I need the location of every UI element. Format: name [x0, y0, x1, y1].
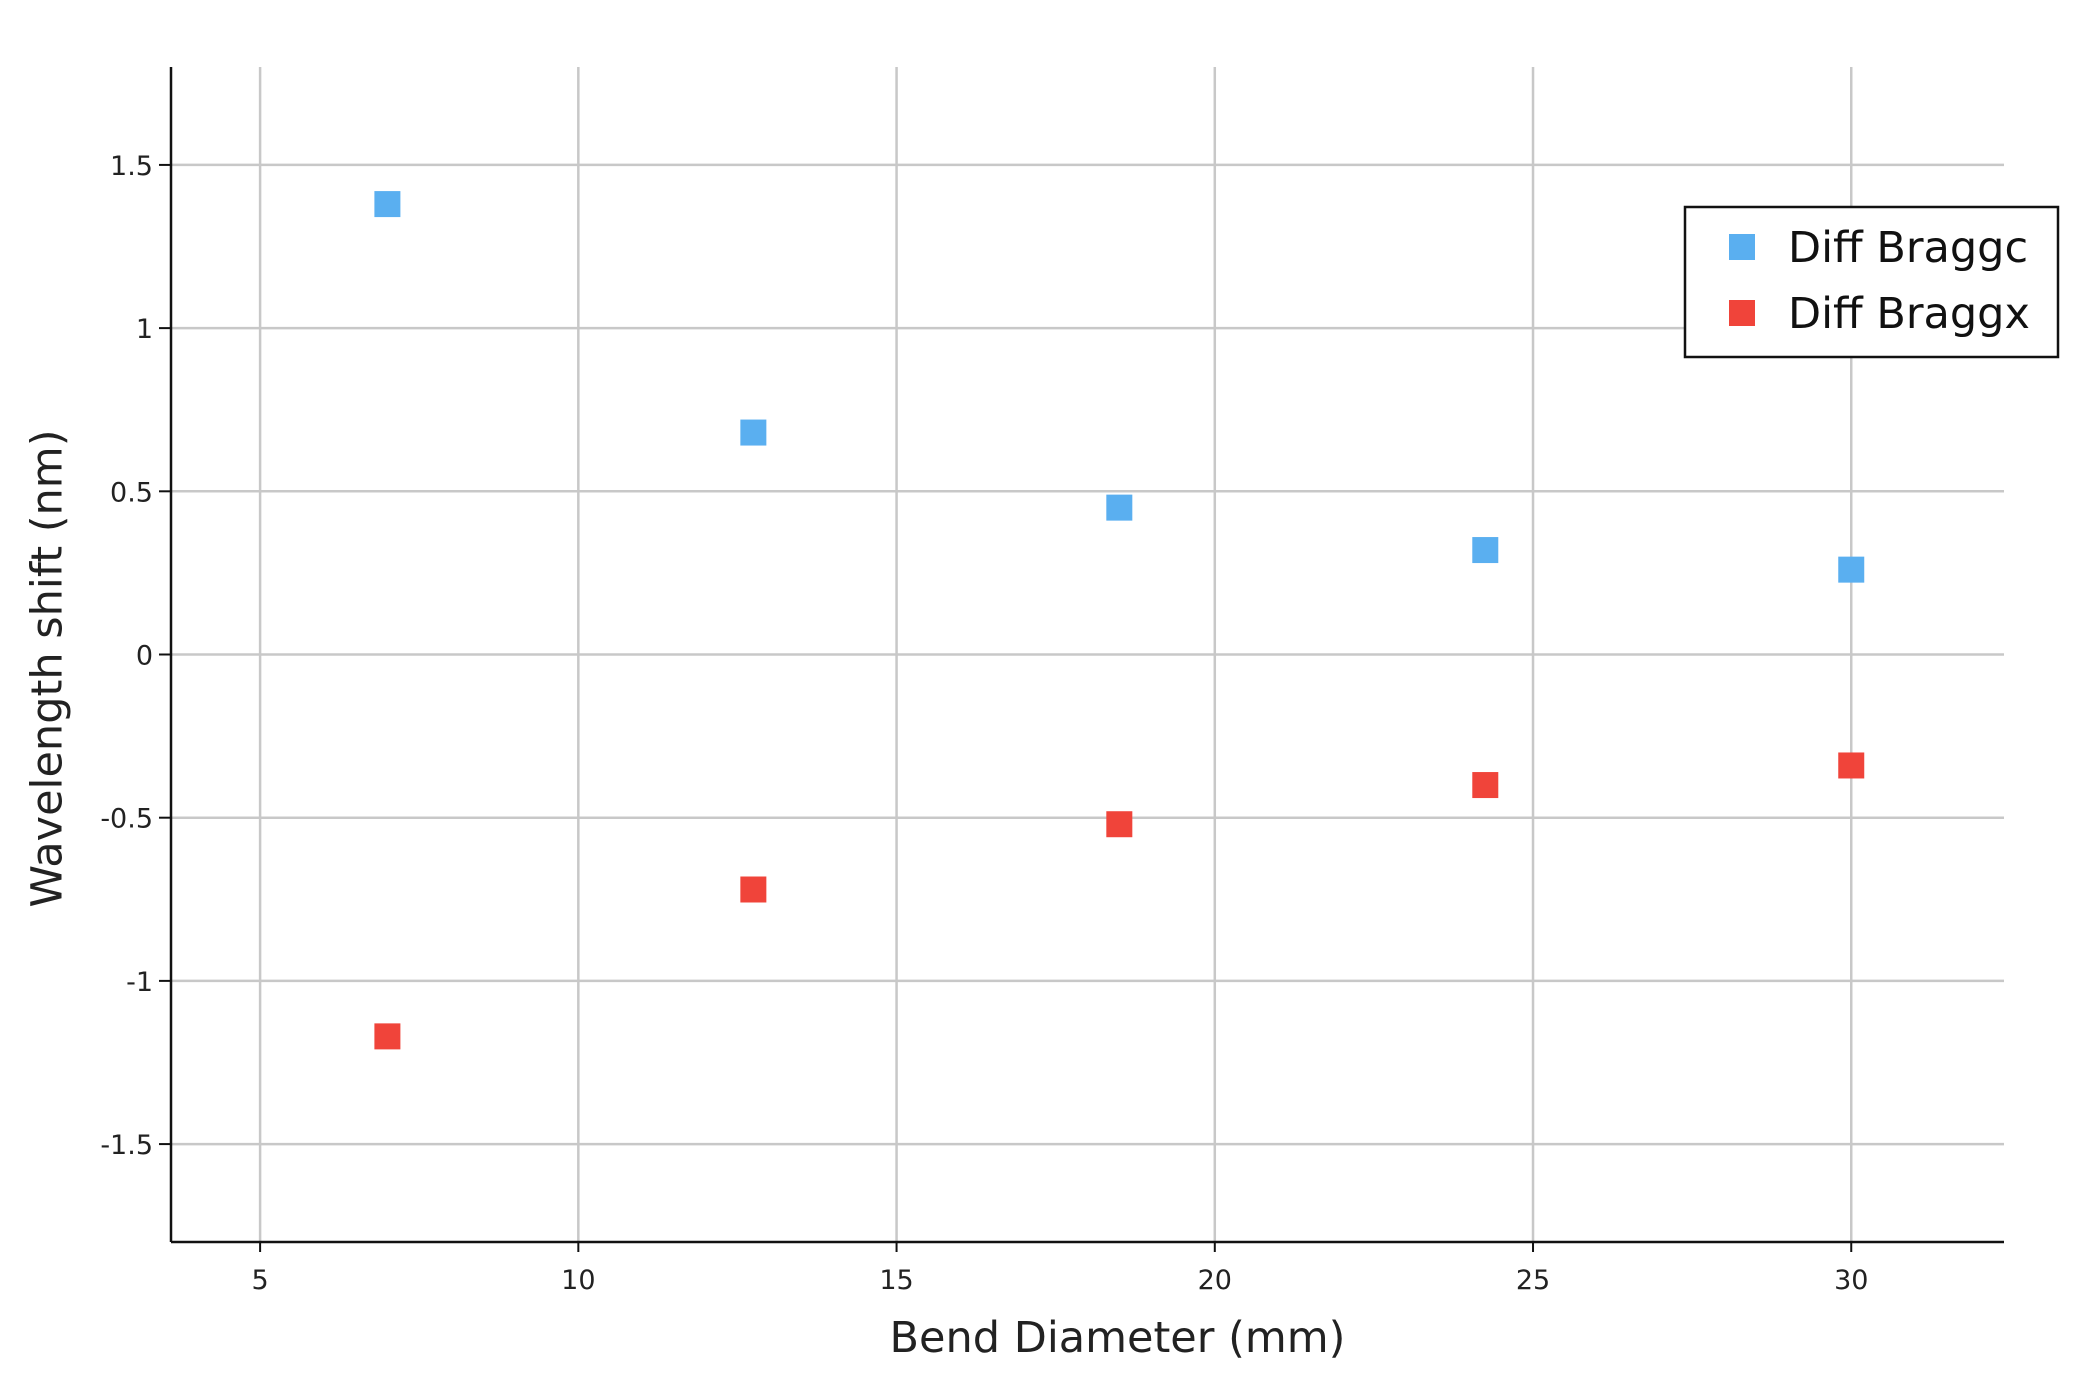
x-tick-label: 5: [252, 1265, 269, 1296]
data-point[interactable]: [1472, 537, 1499, 564]
x-tick-label: 30: [1834, 1265, 1868, 1296]
data-point[interactable]: [1472, 772, 1499, 799]
data-points: [374, 191, 1865, 1050]
tick-labels: 5 10 15 20 25 30 1.5 1 0.5 0 -0.5 -1 -1.5: [100, 151, 1868, 1296]
data-point[interactable]: [1838, 556, 1865, 583]
series-0: [374, 191, 1865, 583]
data-point[interactable]: [1106, 494, 1133, 521]
legend-box: [1683, 205, 2060, 359]
y-tick-label: 0: [136, 641, 153, 672]
legend: Diff Braggc Diff Braggx: [1683, 205, 2060, 359]
y-tick-label: 1.5: [110, 151, 153, 182]
x-tick-label: 25: [1516, 1265, 1550, 1296]
x-tick-label: 20: [1198, 1265, 1232, 1296]
y-tick-label: -0.5: [100, 804, 153, 835]
legend-marker: [1729, 234, 1755, 260]
y-tick-label: 1: [136, 314, 153, 345]
data-point[interactable]: [740, 419, 767, 446]
x-axis-title: Bend Diameter (mm): [890, 1313, 1346, 1363]
y-axis-title: Wavelength shift (nm): [23, 430, 73, 908]
y-tick-label: -1: [126, 967, 153, 998]
data-point[interactable]: [1106, 811, 1133, 838]
data-point[interactable]: [1838, 752, 1865, 779]
y-tick-label: -1.5: [100, 1130, 153, 1161]
y-tick-label: 0.5: [110, 477, 153, 508]
legend-marker: [1729, 300, 1755, 326]
legend-label: Diff Braggx: [1788, 289, 2030, 339]
series-1: [374, 752, 1865, 1050]
x-tick-label: 10: [561, 1265, 595, 1296]
data-point[interactable]: [374, 1023, 401, 1050]
data-point[interactable]: [374, 191, 401, 218]
legend-label: Diff Braggc: [1788, 223, 2028, 273]
data-point[interactable]: [740, 876, 767, 903]
x-tick-label: 15: [879, 1265, 913, 1296]
